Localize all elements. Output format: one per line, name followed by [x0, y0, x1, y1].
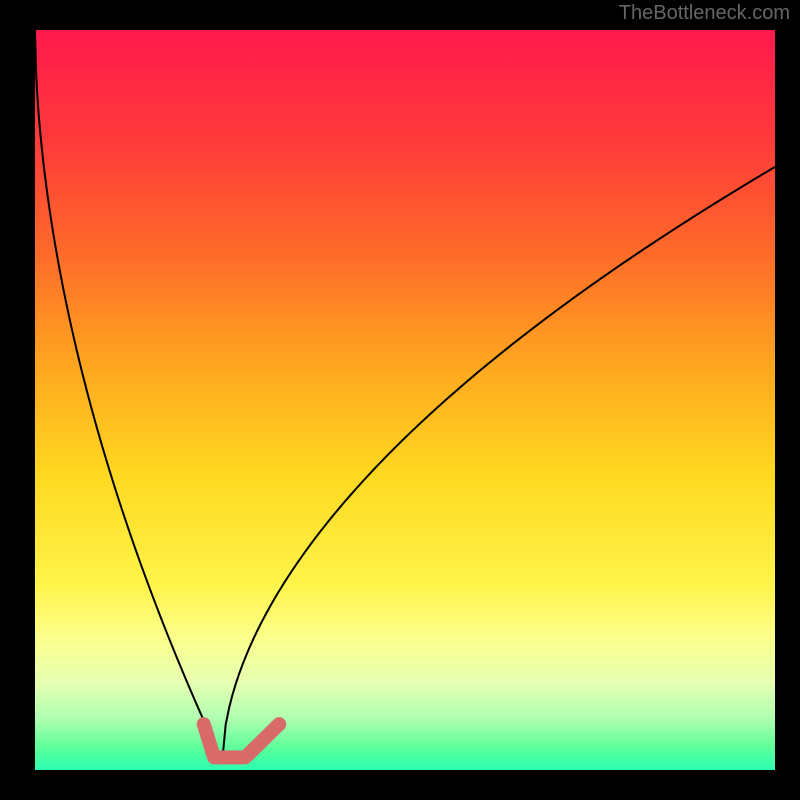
plot-area [35, 30, 775, 770]
gradient-background [35, 30, 775, 770]
plot-svg [35, 30, 775, 770]
watermark-text: TheBottleneck.com [619, 2, 790, 25]
